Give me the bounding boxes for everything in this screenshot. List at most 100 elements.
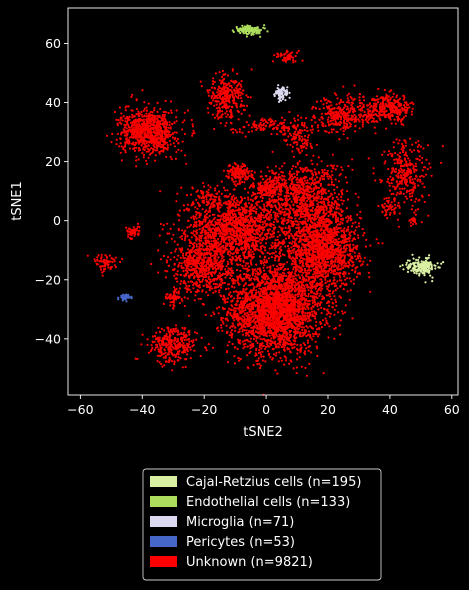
scatter-point (251, 231, 254, 234)
scatter-point (333, 308, 336, 311)
scatter-point (352, 282, 355, 285)
scatter-point (297, 311, 300, 314)
scatter-point (308, 302, 311, 305)
scatter-point (253, 304, 256, 307)
scatter-point (254, 272, 257, 275)
scatter-point (278, 234, 281, 237)
scatter-point (243, 273, 246, 276)
scatter-point (264, 249, 267, 252)
scatter-point (192, 215, 195, 218)
scatter-point (244, 325, 247, 329)
scatter-point (236, 200, 239, 203)
scatter-point (273, 259, 277, 262)
scatter-point (306, 326, 309, 329)
scatter-point (286, 284, 289, 287)
scatter-point (287, 288, 290, 291)
scatter-point (315, 333, 318, 336)
scatter-point (291, 293, 294, 296)
scatter-point (364, 245, 367, 248)
scatter-point (271, 302, 274, 305)
scatter-point (269, 287, 272, 290)
scatter-point (246, 324, 249, 327)
scatter-point (304, 240, 307, 243)
scatter-point (176, 192, 179, 195)
scatter-point (244, 264, 247, 267)
scatter-point (343, 244, 346, 247)
scatter-point (283, 342, 286, 345)
scatter-point (235, 303, 238, 306)
scatter-point (329, 295, 332, 298)
scatter-point (328, 264, 331, 267)
scatter-point (229, 312, 232, 315)
scatter-point (307, 300, 310, 303)
scatter-point (231, 227, 234, 230)
scatter-point (263, 246, 266, 249)
scatter-point (348, 246, 351, 249)
scatter-point (307, 279, 310, 282)
scatter-point (255, 208, 258, 211)
scatter-point (238, 274, 242, 277)
scatter-point (219, 219, 222, 222)
scatter-point (233, 297, 236, 300)
scatter-point (283, 274, 286, 277)
scatter-point (267, 330, 270, 333)
scatter-point (260, 211, 263, 215)
scatter-point (349, 249, 352, 253)
scatter-point (263, 320, 266, 324)
scatter-point (243, 316, 246, 319)
scatter-point (246, 233, 250, 236)
scatter-point (208, 219, 211, 222)
scatter-point (298, 276, 301, 279)
scatter-point (329, 312, 332, 315)
scatter-point (277, 312, 280, 315)
scatter-point (339, 244, 342, 247)
scatter-point (351, 269, 354, 272)
scatter-point (268, 303, 271, 306)
scatter-point (333, 337, 336, 340)
scatter-point (277, 305, 281, 308)
scatter-point (262, 266, 265, 269)
scatter-point (261, 338, 264, 341)
scatter-point (317, 246, 320, 249)
scatter-point (247, 340, 250, 343)
scatter-point (269, 327, 272, 330)
scatter-point (340, 214, 343, 217)
scatter-point (206, 223, 209, 226)
scatter-point (357, 225, 361, 228)
scatter-point (355, 245, 358, 249)
scatter-point (348, 298, 351, 301)
scatter-point (224, 246, 227, 249)
scatter-point (211, 227, 214, 230)
scatter-point (267, 326, 270, 329)
scatter-point (220, 257, 224, 260)
scatter-point (280, 359, 283, 362)
scatter-point (259, 342, 262, 345)
scatter-point (260, 247, 263, 250)
scatter-point (296, 302, 299, 305)
scatter-point (305, 275, 308, 278)
scatter-point (365, 238, 368, 241)
scatter-point (239, 269, 242, 272)
scatter-point (320, 257, 324, 260)
scatter-point (337, 198, 340, 201)
scatter-point (296, 343, 299, 346)
scatter-point (206, 216, 209, 219)
scatter-point (207, 239, 210, 242)
scatter-point (309, 313, 312, 316)
scatter-point (234, 346, 237, 349)
scatter-point (322, 267, 325, 270)
scatter-point (182, 252, 185, 255)
scatter-point (356, 234, 359, 237)
scatter-point (254, 310, 257, 313)
scatter-point (161, 228, 164, 231)
scatter-point (314, 340, 317, 343)
scatter-point (334, 268, 337, 272)
scatter-point (253, 314, 257, 317)
scatter-point (328, 300, 331, 304)
scatter-point (221, 329, 224, 332)
scatter-point (299, 294, 302, 297)
scatter-point (262, 274, 265, 277)
scatter-point (278, 333, 281, 336)
scatter-point (246, 318, 249, 321)
scatter-point (298, 285, 301, 288)
